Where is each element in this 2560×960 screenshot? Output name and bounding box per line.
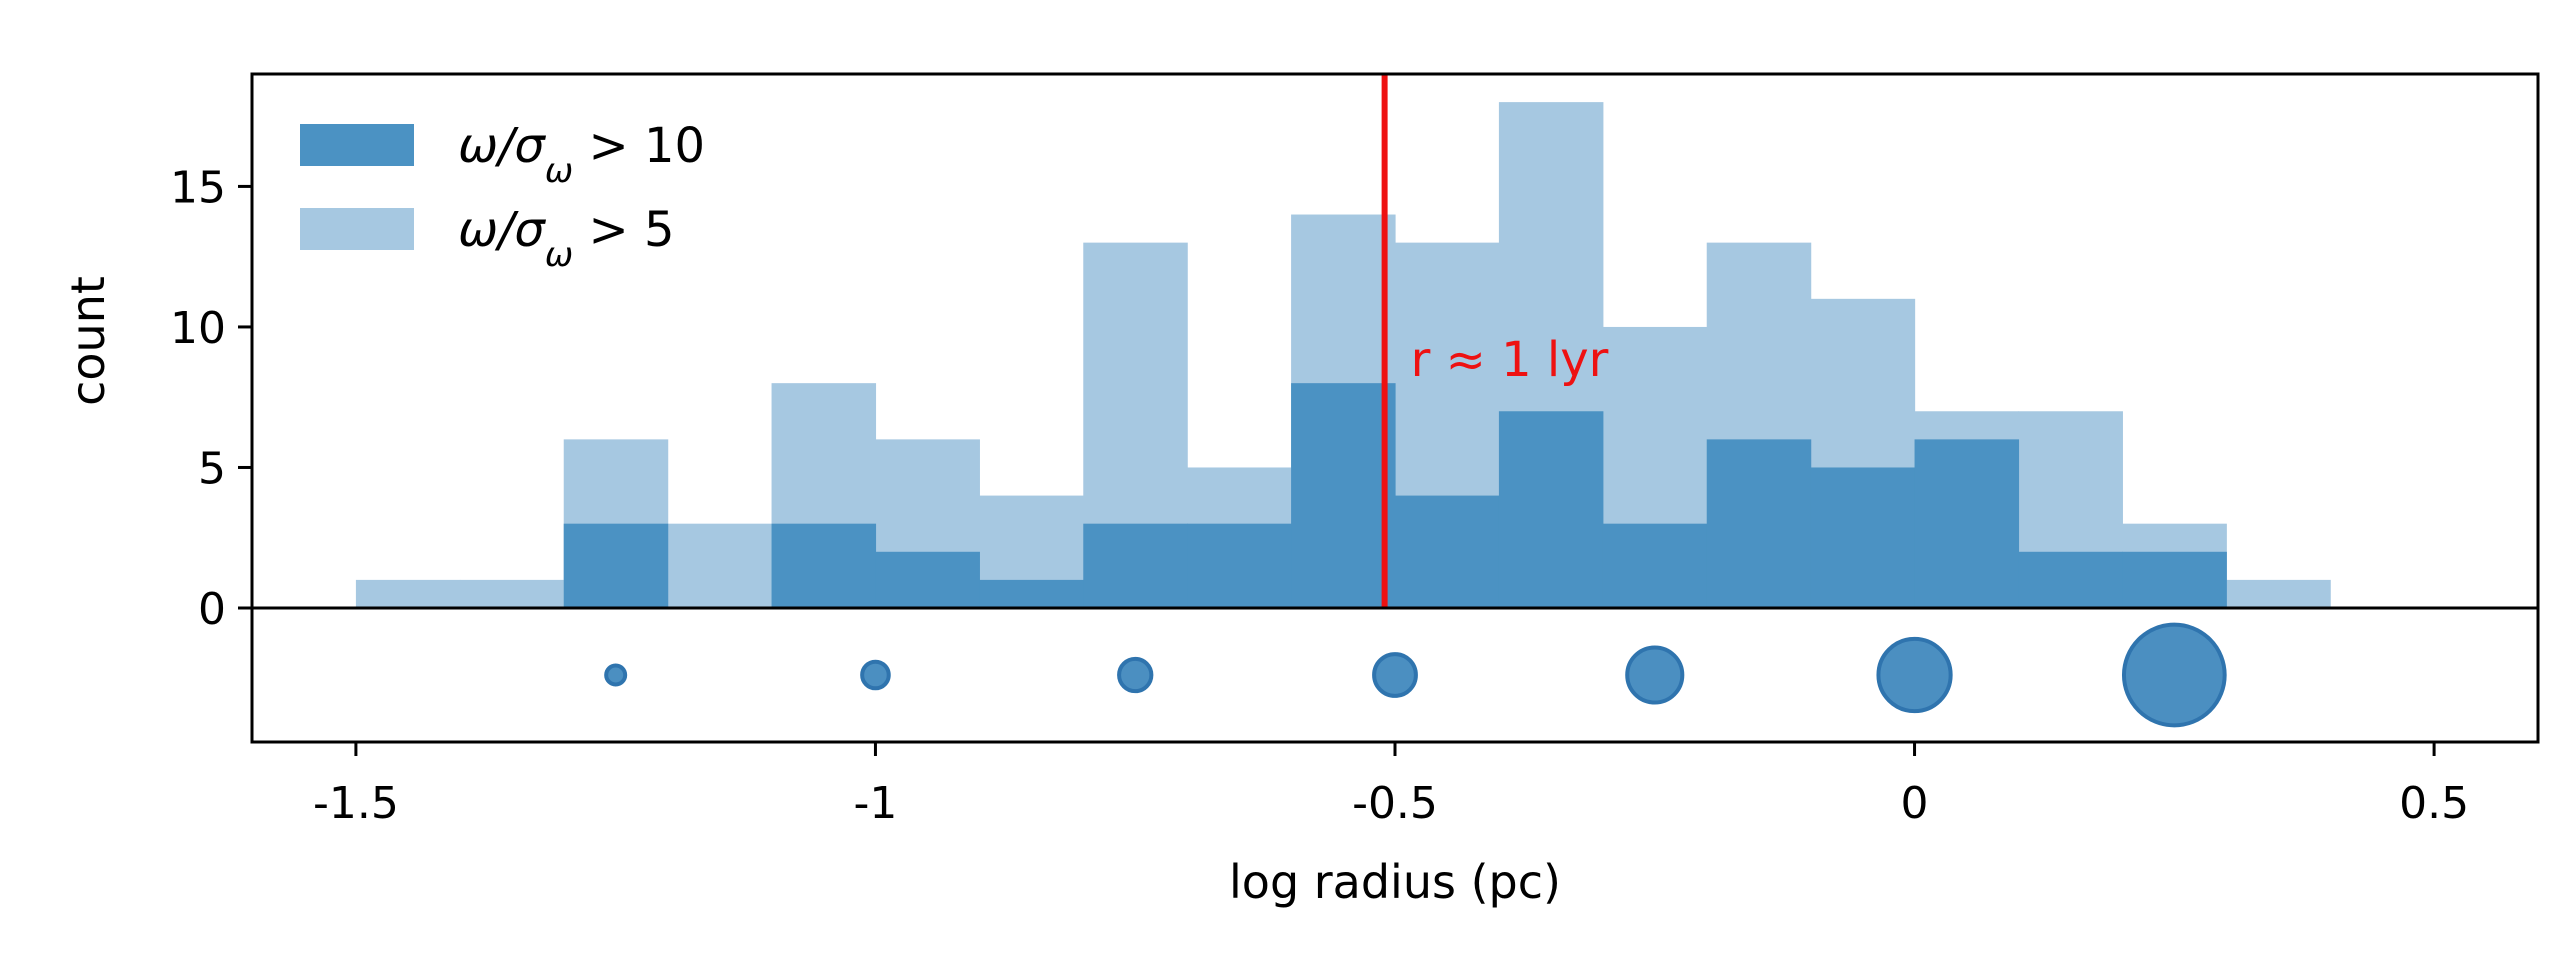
- histogram-bar: [1187, 523, 1292, 608]
- x-tick-label: -0.5: [1352, 778, 1438, 829]
- histogram-bar: [667, 523, 773, 608]
- size-markers: [604, 622, 2227, 728]
- histogram-bar: [1083, 523, 1188, 608]
- x-tick-label: -1.5: [313, 778, 399, 829]
- x-axis-label: log radius (pc): [1229, 855, 1561, 909]
- y-tick-label: 5: [198, 443, 226, 494]
- x-tick-label: 0.5: [2399, 778, 2469, 829]
- y-tick-label: 15: [170, 162, 226, 213]
- histogram-bar: [771, 523, 877, 608]
- y-tick-label: 0: [198, 584, 226, 635]
- histogram-bar: [1706, 439, 1812, 608]
- histogram-bar: [563, 523, 669, 608]
- series-dark-bars: [563, 383, 2227, 608]
- histogram-bar: [1395, 495, 1500, 608]
- x-axis: -1.5 -1 -0.5 0 0.5: [313, 742, 2469, 829]
- histogram-bar: [355, 579, 461, 608]
- histogram-bar: [459, 579, 565, 608]
- reference-line-label: r ≈ 1 lyr: [1411, 332, 1609, 388]
- legend-swatch: [300, 124, 414, 166]
- size-marker: [1117, 656, 1154, 694]
- size-marker: [1876, 636, 1953, 714]
- legend-label: ω/σω > 5: [458, 202, 675, 275]
- histogram-bar: [1810, 467, 1916, 608]
- size-marker: [860, 659, 891, 691]
- x-tick-label: 0: [1901, 778, 1929, 829]
- histogram-bar: [875, 551, 980, 608]
- legend: ω/σω > 10 ω/σω > 5: [300, 118, 705, 275]
- y-axis: 0 5 10 15: [170, 162, 252, 635]
- histogram-bar: [2018, 551, 2123, 608]
- x-tick-label: -1: [854, 778, 898, 829]
- histogram-bar: [1291, 383, 1396, 608]
- histogram-bar: [1602, 523, 1708, 608]
- size-marker: [1372, 652, 1418, 698]
- legend-swatch: [300, 208, 414, 250]
- y-axis-label: count: [61, 276, 115, 406]
- histogram-bar: [2226, 579, 2331, 608]
- histogram-bar: [1498, 411, 1604, 608]
- size-marker: [1625, 645, 1685, 705]
- size-marker: [2121, 622, 2227, 728]
- y-tick-label: 10: [170, 303, 226, 354]
- legend-label: ω/σω > 10: [458, 118, 705, 191]
- histogram-bar: [1914, 439, 2020, 608]
- histogram-bar: [2122, 551, 2227, 608]
- size-marker: [604, 663, 628, 687]
- histogram-bar: [979, 579, 1084, 608]
